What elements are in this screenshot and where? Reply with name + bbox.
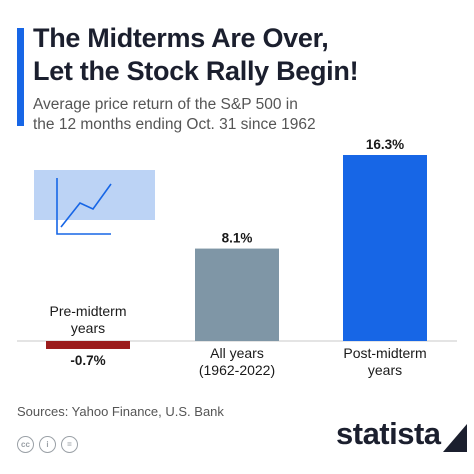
person-icon[interactable]: i: [39, 436, 56, 453]
category-label: (1962-2022): [199, 362, 275, 378]
category-label: Pre-midterm: [49, 303, 126, 319]
title-accent-bar: [17, 28, 24, 126]
title-line-1: The Midterms Are Over,: [33, 23, 329, 53]
subtitle-line-2: the 12 months ending Oct. 31 since 1962: [33, 116, 316, 133]
subtitle-line-1: Average price return of the S&P 500 in: [33, 96, 298, 113]
value-label: 8.1%: [222, 231, 253, 246]
equals-icon[interactable]: =: [61, 436, 78, 453]
value-label: 16.3%: [366, 137, 404, 152]
license-icons: cc i =: [17, 436, 78, 453]
source-note: Sources: Yahoo Finance, U.S. Bank: [17, 404, 224, 419]
category-label: Post-midterm: [343, 345, 426, 361]
value-label: -0.7%: [70, 353, 105, 368]
category-label: years: [71, 320, 105, 336]
category-label: All years: [210, 345, 264, 361]
bar: [195, 248, 279, 341]
bar: [343, 155, 427, 341]
icon-trend-line: [60, 183, 112, 228]
category-label: years: [368, 362, 402, 378]
line-chart-icon: [34, 170, 155, 235]
chart-title: The Midterms Are Over, Let the Stock Ral…: [33, 22, 463, 88]
bar: [46, 341, 130, 349]
cc-icon[interactable]: cc: [17, 436, 34, 453]
statista-logo-mark: [443, 424, 467, 452]
icon-axes: [56, 178, 111, 235]
statista-logo[interactable]: statista: [336, 416, 441, 451]
title-line-2: Let the Stock Rally Begin!: [33, 56, 359, 86]
icon-background: [34, 170, 155, 220]
chart-subtitle: Average price return of the S&P 500 in t…: [33, 95, 463, 135]
